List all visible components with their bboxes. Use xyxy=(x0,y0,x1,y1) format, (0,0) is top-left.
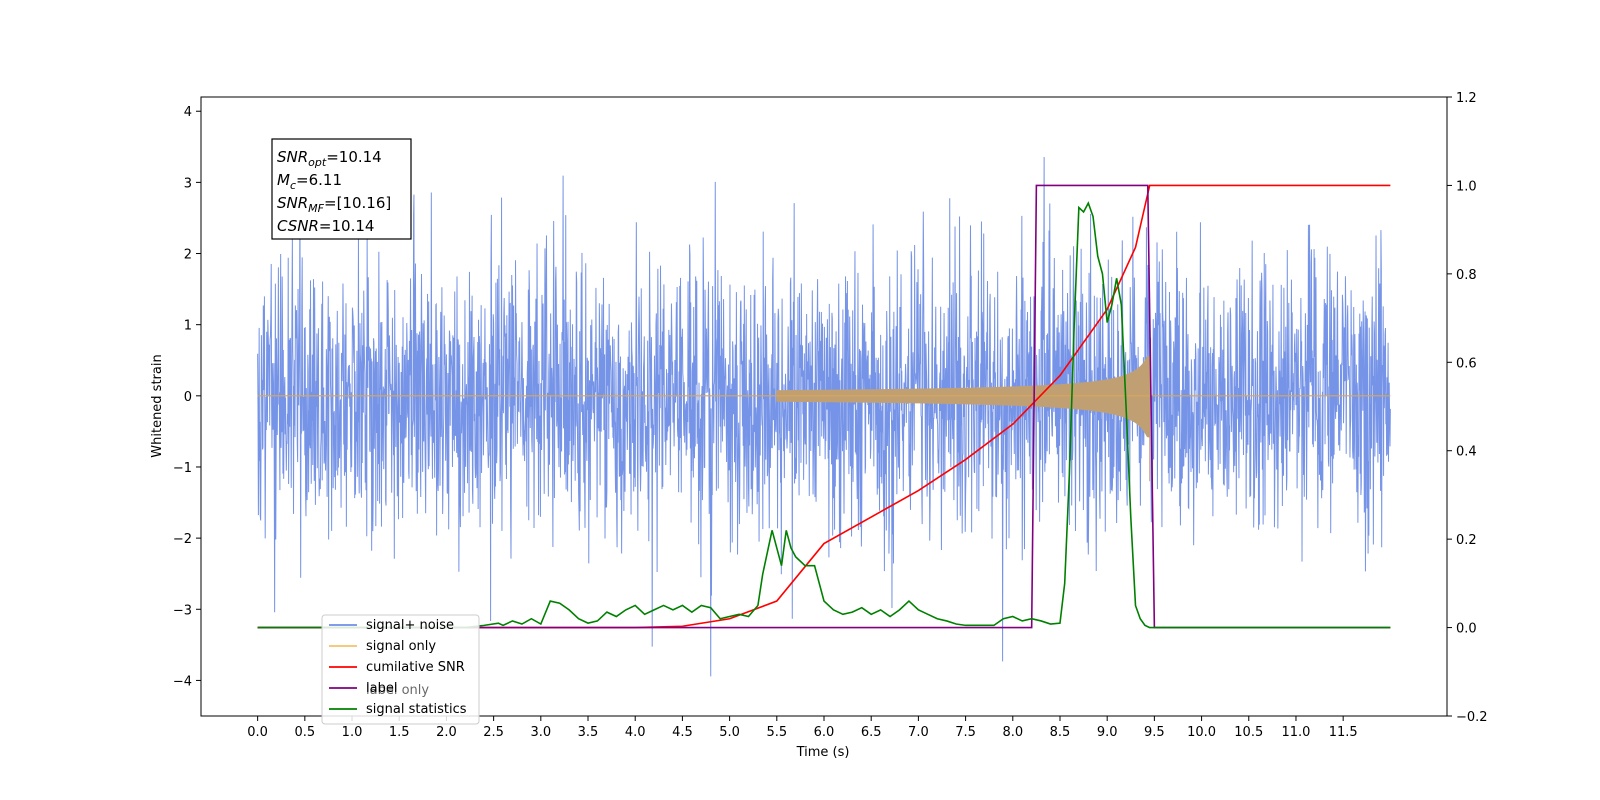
x-tick-label: 2.0 xyxy=(436,725,457,740)
legend-label: signal only xyxy=(366,639,436,654)
series-signal-statistics xyxy=(257,201,1391,629)
x-tick-label: 1.5 xyxy=(389,725,410,740)
annotation-line: Mc=6.11 xyxy=(277,171,342,192)
x-tick-label: 7.0 xyxy=(908,725,929,740)
x-tick-label: 11.0 xyxy=(1281,725,1310,740)
x-tick-label: 0.0 xyxy=(247,725,268,740)
annotation-line: SNRopt=10.14 xyxy=(277,148,382,169)
x-tick-label: 3.0 xyxy=(530,725,551,740)
y-axis-label: Whitened strain xyxy=(150,354,165,457)
y2-tick-label: 1.2 xyxy=(1456,91,1477,106)
x-tick-label: 8.5 xyxy=(1050,725,1071,740)
legend-label: label xyxy=(366,681,397,696)
y2-tick-label: 0.2 xyxy=(1456,533,1477,548)
x-tick-label: 10.5 xyxy=(1234,725,1263,740)
y-tick-label: 3 xyxy=(184,176,192,191)
series-signal-only xyxy=(776,356,1151,482)
y-tick-label: −1 xyxy=(173,461,192,476)
x-tick-label: 8.0 xyxy=(1002,725,1023,740)
legend-overlapped-text: label only xyxy=(366,683,429,698)
y2-tick-label: −0.2 xyxy=(1456,710,1488,725)
legend: label only signal+ noise signal only cumila… xyxy=(321,614,480,725)
x-tick-label: 5.0 xyxy=(719,725,740,740)
x-tick-label: 1.0 xyxy=(342,725,363,740)
x-axis: 0.0 0.5 1.0 1.5 2.0 2.5 3.0 3.5 4.0 4.5 5.0 5.5 6.0 6… xyxy=(247,716,1358,740)
y-tick-label: 4 xyxy=(184,105,192,120)
x-tick-label: 3.5 xyxy=(578,725,599,740)
annotation-line: SNRMF=[10.16] xyxy=(277,194,391,215)
x-tick-label: 4.5 xyxy=(672,725,693,740)
y2-tick-label: 0.8 xyxy=(1456,268,1477,283)
legend-label: cumilative SNR xyxy=(366,660,465,675)
y2-tick-label: 0.4 xyxy=(1456,445,1477,460)
y-axis-left: −4 −3 −2 −1 0 1 2 3 4 xyxy=(173,105,201,689)
x-tick-label: 6.0 xyxy=(814,725,835,740)
y-axis-right: −0.2 0.0 0.2 0.4 0.6 0.8 1.0 1.2 xyxy=(1447,91,1488,725)
x-tick-label: 11.5 xyxy=(1329,725,1358,740)
y-tick-label: −3 xyxy=(173,603,192,618)
x-axis-label: Time (s) xyxy=(796,745,850,760)
legend-label: signal statistics xyxy=(366,702,467,717)
x-tick-label: 4.0 xyxy=(625,725,646,740)
x-tick-label: 9.0 xyxy=(1097,725,1118,740)
series-signal-noise xyxy=(257,156,1391,677)
x-tick-label: 7.5 xyxy=(955,725,976,740)
y-tick-label: 0 xyxy=(184,390,192,405)
y2-tick-label: 1.0 xyxy=(1456,179,1477,194)
y-tick-label: −4 xyxy=(173,674,192,689)
plot-area xyxy=(257,156,1391,677)
x-tick-label: 5.5 xyxy=(766,725,787,740)
legend-label: signal+ noise xyxy=(366,618,454,633)
y2-tick-label: 0.6 xyxy=(1456,356,1477,371)
y-tick-label: 1 xyxy=(184,319,192,334)
x-tick-label: 9.5 xyxy=(1144,725,1165,740)
y-tick-label: −2 xyxy=(173,532,192,547)
y-tick-label: 2 xyxy=(184,248,192,263)
x-tick-label: 2.5 xyxy=(483,725,504,740)
x-tick-label: 0.5 xyxy=(294,725,315,740)
x-tick-label: 6.5 xyxy=(861,725,882,740)
y2-tick-label: 0.0 xyxy=(1456,622,1477,637)
annotation-line: CSNR=10.14 xyxy=(277,217,374,235)
x-tick-label: 10.0 xyxy=(1187,725,1216,740)
